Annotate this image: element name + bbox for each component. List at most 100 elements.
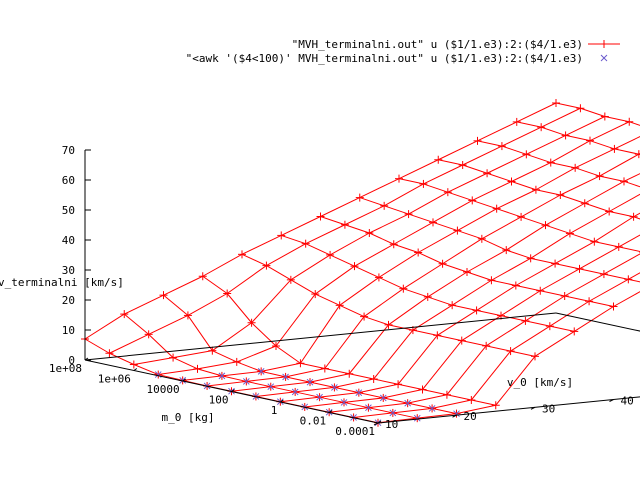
low-velocity-point	[306, 378, 314, 386]
data-point	[369, 375, 378, 383]
mesh-line-v	[574, 148, 615, 169]
data-point	[482, 341, 491, 350]
mesh-line-m	[549, 325, 575, 332]
mesh-line-v	[535, 167, 576, 191]
data-point	[448, 301, 457, 310]
mesh-line-v	[526, 134, 566, 155]
data-point	[350, 262, 359, 271]
mesh-line-v	[124, 294, 164, 315]
low-velocity-point	[267, 383, 275, 391]
mesh-line-m	[609, 211, 634, 218]
data-point	[355, 193, 364, 202]
mesh-line-m	[555, 102, 581, 109]
mesh-line-v	[255, 391, 296, 397]
m-tick	[377, 420, 382, 424]
mesh-line-m	[384, 205, 409, 215]
mesh-line-v	[417, 413, 457, 419]
mesh-line-m	[580, 107, 605, 117]
data-point	[311, 290, 320, 299]
mesh-line-v	[280, 396, 320, 403]
mesh-line-m	[197, 368, 223, 377]
mesh-line-v	[481, 216, 522, 240]
mesh-line-m	[511, 181, 537, 191]
mesh-line-m	[392, 412, 418, 419]
low-velocity-point	[242, 378, 250, 385]
data-point	[491, 401, 500, 410]
mesh-line-v	[300, 305, 341, 364]
mesh-line-m	[457, 230, 482, 240]
mesh-line-m	[515, 285, 541, 292]
mesh-line-m	[603, 273, 629, 280]
data-point	[105, 349, 114, 358]
data-point	[208, 346, 217, 355]
m-tick-label: 1	[271, 404, 278, 417]
data-point	[477, 234, 486, 243]
mesh-line-v	[343, 397, 384, 403]
mesh-line-v	[305, 224, 346, 245]
mesh-line-m	[633, 216, 640, 220]
mesh-line-m	[432, 221, 458, 232]
data-point	[414, 248, 423, 257]
mesh-line-v	[246, 376, 286, 382]
mesh-line-m	[535, 189, 561, 196]
data-point	[545, 322, 554, 331]
base-edge-back	[555, 312, 640, 332]
mesh-line-v	[84, 313, 125, 340]
data-point	[595, 172, 604, 181]
data-point	[277, 231, 286, 240]
data-point	[511, 281, 520, 290]
mesh-line-m	[540, 290, 565, 297]
low-velocity-point	[218, 372, 226, 380]
data-point	[458, 161, 467, 169]
data-point	[467, 396, 476, 404]
mesh-line-m	[403, 288, 428, 298]
data-point	[193, 364, 202, 373]
mesh-line-v	[431, 399, 472, 409]
data-point	[320, 364, 329, 373]
data-point	[521, 316, 530, 325]
mesh-line-m	[579, 268, 605, 275]
mesh-line-v	[369, 213, 409, 234]
m-tick-label: 100	[209, 394, 229, 407]
mesh-line-v	[344, 205, 385, 226]
data-point	[399, 284, 408, 293]
data-point	[374, 273, 383, 282]
mesh-line-m	[496, 208, 522, 218]
mesh-line-m	[442, 263, 468, 273]
legend-sample-marker-2	[600, 54, 608, 62]
mesh-line-m	[614, 148, 639, 155]
mesh-line-v	[378, 252, 419, 278]
mesh-line-v	[295, 386, 335, 393]
data-point	[232, 357, 241, 366]
mesh-line-m	[437, 334, 462, 342]
mesh-line-v	[339, 277, 380, 306]
mesh-line-m	[236, 361, 262, 372]
mesh-line-m	[618, 246, 640, 252]
mesh-line-m	[565, 134, 591, 142]
mesh-line-v	[373, 329, 414, 380]
data-point	[586, 136, 594, 145]
mesh-line-m	[123, 313, 149, 335]
mesh-line-m	[158, 374, 183, 381]
mesh-line-m	[251, 322, 277, 347]
mesh-line-m	[486, 345, 511, 352]
mesh-line-v	[515, 263, 556, 286]
mesh-line-v	[187, 293, 228, 316]
mesh-line-m	[476, 309, 502, 317]
data-point	[575, 264, 584, 273]
mesh-line-m	[516, 121, 542, 128]
mesh-line-v	[462, 145, 503, 166]
mesh-line-v	[348, 324, 389, 375]
data-point	[296, 359, 305, 368]
data-point	[434, 155, 443, 164]
mesh-line-v	[403, 263, 443, 290]
mesh-line-m	[554, 263, 580, 270]
data-point	[120, 310, 129, 319]
mesh-line-v	[397, 335, 438, 385]
m-tick	[182, 378, 186, 382]
data-point	[552, 99, 560, 107]
mesh-line-v	[309, 373, 350, 383]
mesh-line-v	[569, 211, 610, 234]
mesh-line-m	[569, 232, 595, 243]
mesh-line-m	[491, 279, 516, 286]
